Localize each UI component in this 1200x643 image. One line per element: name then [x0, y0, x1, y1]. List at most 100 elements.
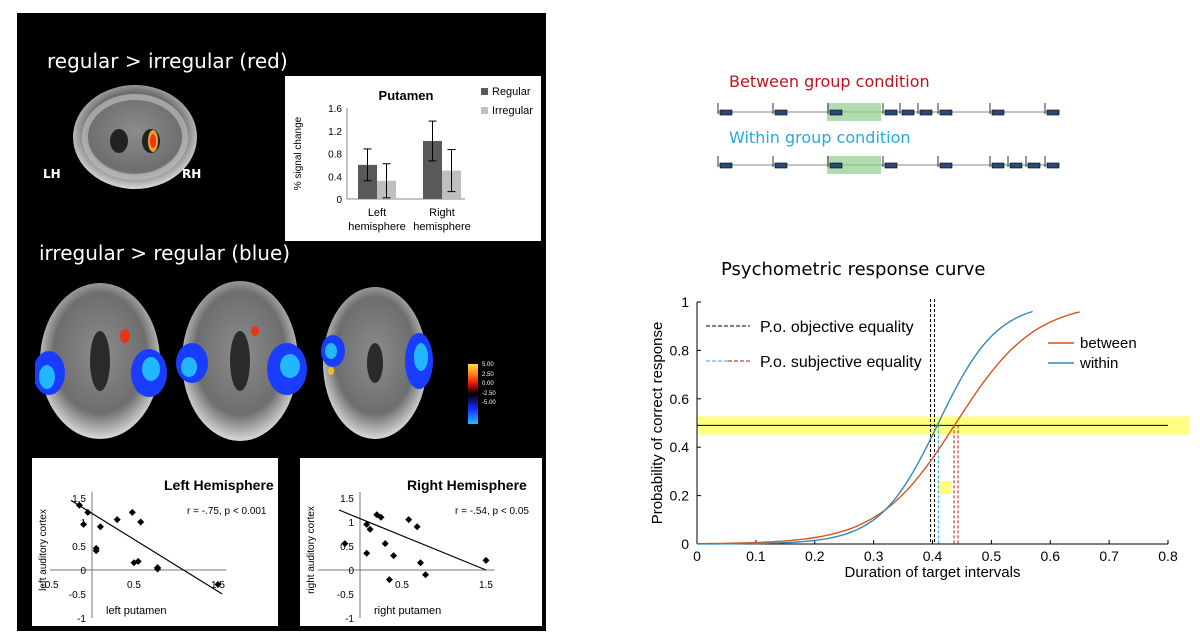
scatter-y-tick-label: 0 [80, 566, 86, 577]
scatter-y-tick-label: 0 [348, 566, 354, 577]
psy-x-tick-label: 0.4 [923, 548, 943, 564]
axial-brain-images [35, 281, 433, 441]
scatter-point [381, 540, 389, 548]
bar-chart-title: Putamen [379, 88, 434, 103]
within-timeline-tone [774, 162, 788, 169]
psy-x-tick-label: 0.5 [982, 548, 1002, 564]
psy-y-tick-label: 0.2 [670, 488, 690, 504]
scatter-annotation: r = -.54, p < 0.05 [455, 506, 529, 517]
scatter-point [113, 516, 121, 524]
scatter-point [137, 518, 145, 526]
scatter-point [363, 549, 371, 557]
scatter-y-tick-label: -0.5 [337, 590, 355, 601]
within-timeline-tone [991, 162, 1005, 169]
between-timeline-tone [719, 109, 733, 116]
bar-category-label: Right [429, 207, 455, 219]
legend-swatch-irregular [481, 107, 488, 114]
psy-x-tick-label: 0.2 [805, 548, 825, 564]
bar-y-axis-label: % signal change [293, 116, 304, 190]
scatter-y-tick-label: 1.5 [340, 494, 354, 505]
scatter-point [482, 556, 490, 564]
scatter-point [130, 559, 138, 567]
subjective-legend-label: P.o. subjective equality [760, 354, 922, 371]
scatter-point [154, 564, 162, 572]
scatter-point [366, 525, 374, 533]
axial-slice-2 [176, 281, 307, 441]
left-hemisphere-scatter: Left Hemisphere-1-0.500.511.5-0.50.51.5l… [32, 458, 278, 626]
between-timeline-target-interval [827, 103, 881, 121]
scatter-point [416, 559, 424, 567]
scatter-point [96, 523, 104, 531]
scatter-point [405, 516, 413, 524]
putamen-bar-chart: Putamen 0 0.4 0.8 1.2 1.6 % signal change Left h… [285, 76, 541, 241]
scatter-x-tick-label: 0.5 [395, 580, 409, 591]
bar-y-tick-label: 0 [336, 195, 342, 206]
scatter-y-tick-label: -1 [345, 614, 354, 625]
between-timeline-tone [1046, 109, 1060, 116]
psy-x-tick-label: 0.6 [1041, 548, 1061, 564]
scatter-x-tick-label: -0.5 [41, 580, 59, 591]
scatter-point [390, 552, 398, 560]
scatter-y-axis-label: left auditory cortex [38, 509, 49, 591]
regression-line [338, 509, 487, 571]
bar-category-label: Left [368, 207, 386, 219]
psychometric-title: Psychometric response curve [721, 259, 986, 280]
between-timeline-tone [774, 109, 788, 116]
scatter-point [377, 513, 385, 521]
between-timeline-tone [991, 109, 1005, 116]
between-timeline-tone [884, 109, 898, 116]
psy-y-axis-label: Probability of correct response [649, 322, 666, 525]
within-timeline-tone [1046, 162, 1060, 169]
scatter-y-tick-label: -0.5 [69, 590, 87, 601]
scatter-y-tick-label: 1 [348, 518, 354, 529]
bar-y-tick-label: 0.8 [328, 150, 342, 161]
scatter-title: Right Hemisphere [407, 477, 527, 493]
psy-x-tick-label: 0.7 [1099, 548, 1119, 564]
within-timeline-tone [1027, 162, 1041, 169]
between-timeline-tone [829, 109, 843, 116]
scatter-point [413, 523, 421, 531]
scatter-point [75, 501, 83, 509]
axial-slice-1 [35, 283, 167, 439]
right-hemisphere-scatter: Right Hemisphere -1 -0.5 0 0.5 1 1.5 0.5 1.5 righ… [300, 458, 542, 626]
colorbar-labels: 5.00 2.50 0.00 -2.50 -5.00 [482, 362, 496, 406]
regression-line [70, 499, 223, 595]
legend-swatch-regular [481, 88, 488, 95]
axial-slice-3 [321, 287, 433, 439]
psy-y-tick-label: 0.8 [670, 342, 690, 358]
scatter-title: Left Hemisphere [164, 477, 274, 493]
psy-x-tick-label: 0.8 [1158, 548, 1178, 564]
legend-label-regular: Regular [492, 86, 531, 98]
colorbar [468, 364, 478, 424]
psy-y-tick-label: 0 [681, 536, 689, 552]
psy-x-axis-label: Duration of target intervals [845, 564, 1021, 581]
scatter-y-tick-label: 0.5 [340, 542, 354, 553]
psy-y-tick-label: 0.6 [670, 391, 690, 407]
between-condition-label: Between group condition [729, 72, 930, 91]
legend-label-between: between [1080, 335, 1137, 352]
scatter-y-tick-label: 1.5 [72, 494, 86, 505]
within-timeline-tone [939, 162, 953, 169]
between-timeline-tone [901, 109, 915, 116]
bar-y-tick-label: 1.2 [328, 127, 342, 138]
scatter-x-axis-label: left putamen [106, 605, 167, 617]
within-timeline-tone [719, 162, 733, 169]
curve-within [697, 310, 1033, 545]
scatter-point [341, 540, 349, 548]
scatter-y-axis-label: right auditory cortex [306, 506, 317, 594]
psy-y-tick-label: 1 [681, 294, 689, 310]
psy-x-tick-label: 0 [693, 548, 701, 564]
within-timeline-target-interval [827, 156, 881, 174]
coronal-brain-image [73, 85, 197, 189]
scatter-y-tick-label: -1 [77, 614, 86, 625]
scatter-annotation: r = -.75, p < 0.001 [187, 506, 267, 517]
psychometric-chart: 0 0.2 0.4 0.6 0.8 1 0 0.1 0.2 0.3 0.4 0.5 0.6 0.7 0.8 D… [649, 294, 1189, 581]
scatter-x-tick-label: 0.5 [127, 580, 141, 591]
scatter-x-tick-label: 1.5 [479, 580, 493, 591]
fmri-panel: regular > irregular (red) irregular > re… [17, 13, 546, 631]
objective-legend-label: P.o. objective equality [760, 319, 914, 336]
psy-x-tick-label: 0.1 [746, 548, 766, 564]
scatter-point [214, 580, 222, 588]
right-hemisphere-label: RH [182, 167, 202, 181]
pse-difference-highlight [938, 481, 952, 495]
